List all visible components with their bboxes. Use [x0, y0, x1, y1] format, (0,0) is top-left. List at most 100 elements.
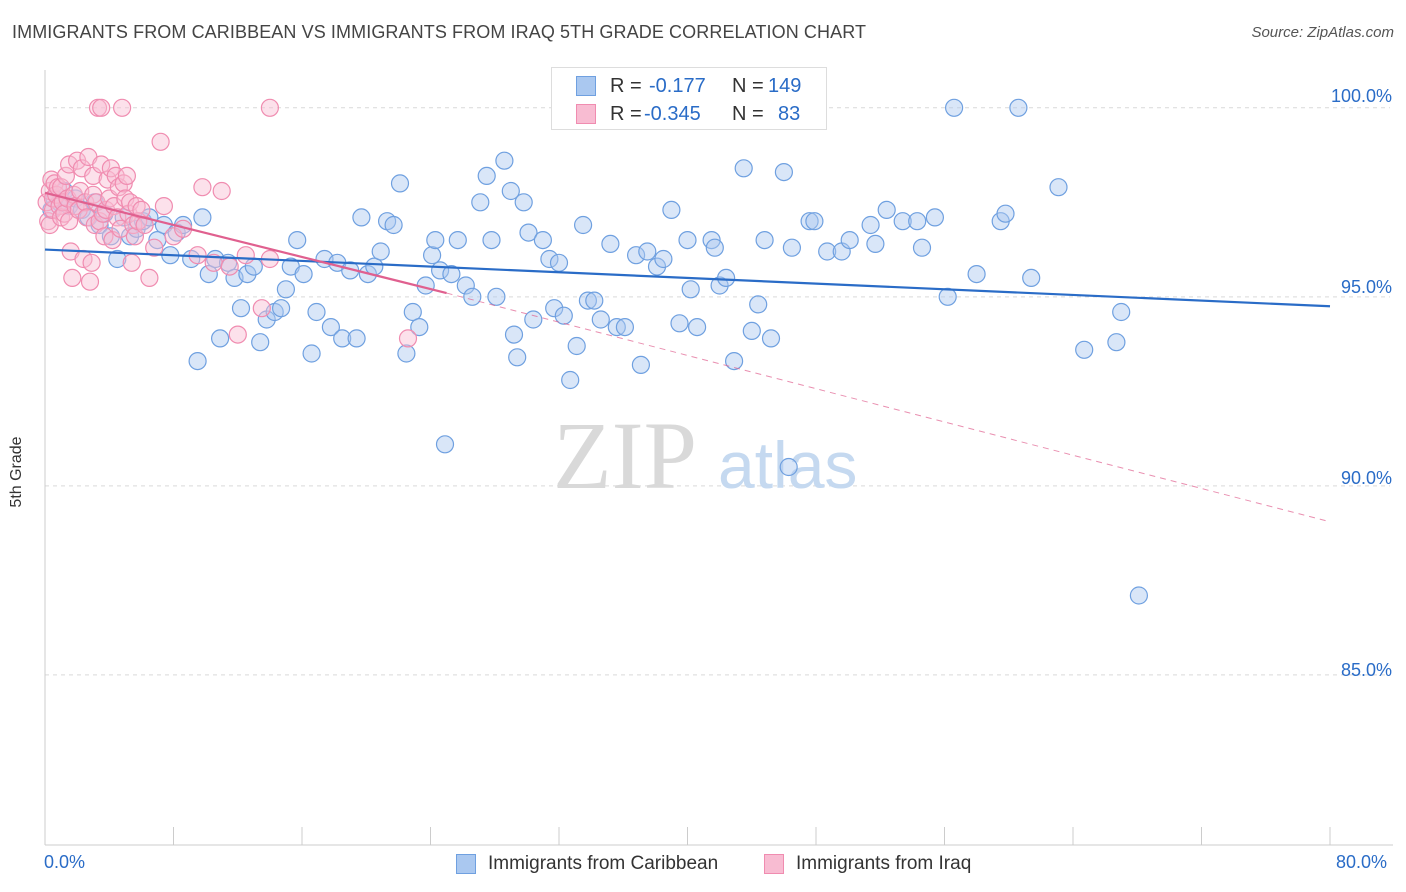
- data-point: [302, 344, 321, 363]
- stats-box: R = -0.177 N = 149 R = -0.345 N = 83: [551, 67, 827, 130]
- data-point: [403, 302, 422, 322]
- y-tick-label-90: 90.0%: [1340, 468, 1392, 488]
- data-point: [231, 299, 251, 318]
- stats-swatch-caribbean: [576, 76, 596, 96]
- data-point: [678, 231, 697, 250]
- data-point: [967, 265, 986, 284]
- data-point: [761, 329, 781, 348]
- data-point: [122, 253, 141, 272]
- data-point: [755, 231, 774, 250]
- data-point: [92, 98, 111, 117]
- data-point: [710, 276, 729, 295]
- data-point: [82, 253, 101, 272]
- data-point: [549, 253, 569, 272]
- data-point: [631, 355, 651, 374]
- data-point: [56, 166, 76, 185]
- data-point: [1049, 178, 1068, 197]
- data-point: [140, 268, 159, 287]
- data-point: [112, 98, 132, 117]
- data-point: [734, 159, 753, 178]
- data-point: [463, 287, 482, 306]
- data-point: [800, 212, 819, 231]
- data-point: [352, 208, 371, 227]
- data-point: [423, 246, 442, 265]
- data-point: [236, 246, 255, 265]
- data-point: [567, 336, 586, 356]
- trend-line-dashed-1: [446, 292, 1331, 523]
- data-point: [626, 246, 646, 265]
- data-point: [578, 291, 598, 310]
- data-point: [321, 318, 340, 337]
- data-point: [135, 215, 154, 235]
- data-point: [877, 200, 896, 219]
- data-point: [533, 231, 553, 250]
- data-point: [925, 208, 945, 227]
- data-point: [435, 435, 455, 454]
- data-point: [307, 302, 326, 322]
- data-point: [252, 299, 271, 318]
- data-point: [80, 272, 100, 291]
- chart-source: Source: ZipAtlas.com: [1251, 24, 1394, 41]
- data-point: [333, 329, 352, 348]
- data-point: [371, 242, 390, 261]
- data-point: [347, 329, 366, 348]
- data-point: [912, 238, 932, 257]
- data-point: [908, 212, 927, 231]
- watermark-zip: ZIP: [553, 402, 697, 509]
- data-point: [782, 238, 802, 257]
- data-point: [442, 265, 461, 284]
- data-point: [561, 370, 580, 390]
- data-point: [212, 181, 231, 201]
- trend-lines: [44, 191, 1331, 523]
- data-point: [211, 329, 230, 348]
- data-point: [585, 291, 604, 310]
- data-point: [188, 352, 207, 371]
- watermark: ZIP atlas: [553, 402, 857, 509]
- data-point: [294, 265, 313, 284]
- data-point: [573, 215, 593, 235]
- data-point: [514, 193, 533, 212]
- data-point: [818, 242, 837, 261]
- data-point: [121, 227, 140, 246]
- data-point: [397, 344, 416, 363]
- data-point: [151, 132, 170, 151]
- axes: [44, 70, 1393, 846]
- data-point: [866, 234, 885, 253]
- data-point: [681, 280, 700, 299]
- data-point: [193, 208, 212, 227]
- stats-r-value: -0.177: [649, 75, 706, 97]
- data-point: [426, 231, 445, 250]
- data-point: [861, 215, 880, 235]
- data-point: [524, 310, 543, 329]
- data-point: [448, 231, 467, 250]
- data-point: [477, 166, 496, 185]
- data-point: [260, 98, 279, 117]
- data-point: [228, 325, 247, 344]
- watermark-atlas: atlas: [718, 428, 857, 502]
- data-point: [545, 299, 564, 318]
- data-point: [591, 310, 610, 329]
- data-point: [482, 231, 501, 250]
- data-point: [1009, 98, 1028, 117]
- data-point: [504, 325, 524, 344]
- stats-n-label: N =: [732, 103, 764, 125]
- trend-line-0: [44, 248, 1331, 308]
- data-point: [1129, 586, 1149, 605]
- data-point: [540, 249, 559, 269]
- data-point: [117, 166, 137, 185]
- data-point: [108, 249, 127, 269]
- x-tick-label-max: 80.0%: [1336, 852, 1388, 872]
- data-point: [840, 231, 859, 250]
- data-point: [145, 238, 164, 257]
- data-point: [456, 276, 475, 295]
- series-caribbean: [42, 98, 1149, 605]
- data-point: [164, 227, 183, 246]
- data-point: [724, 352, 744, 371]
- data-point: [774, 163, 794, 182]
- data-point: [601, 234, 620, 253]
- trend-line-1: [44, 191, 447, 295]
- data-point: [272, 299, 291, 318]
- data-point: [92, 155, 111, 174]
- data-point: [893, 212, 912, 231]
